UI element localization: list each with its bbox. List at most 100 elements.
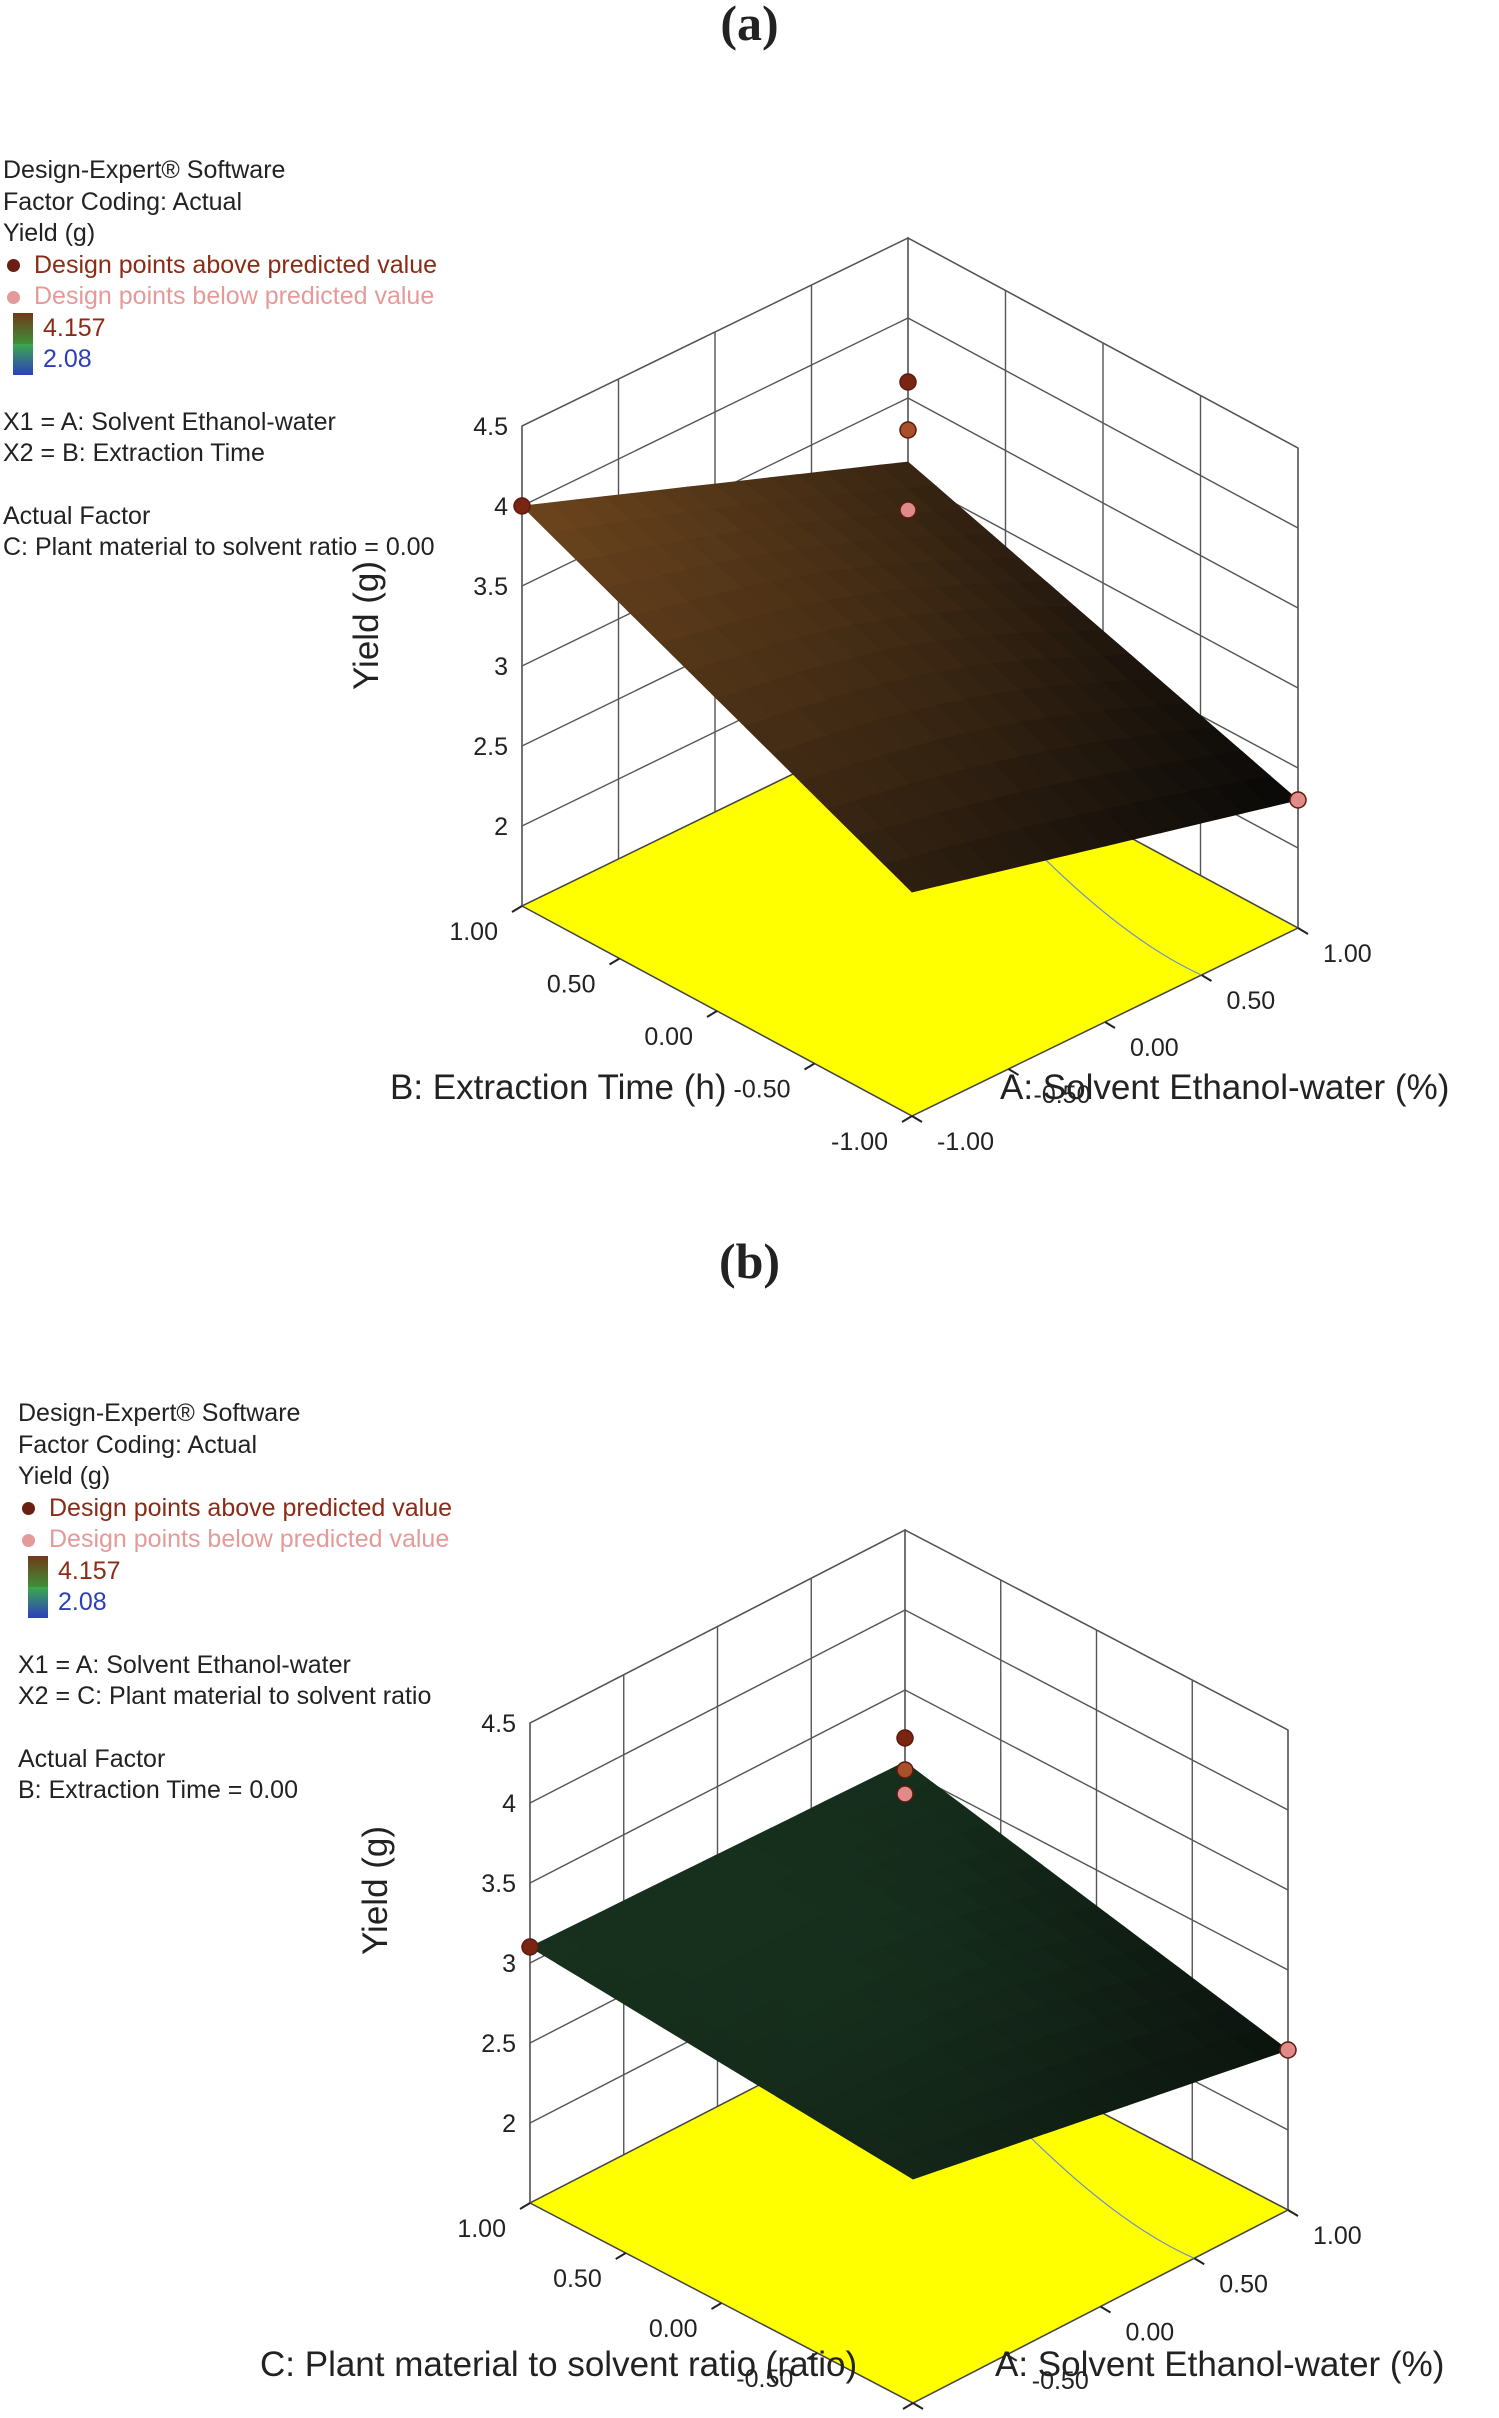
z-tick-label: 2.5	[473, 733, 508, 761]
y-tick-label: -0.50	[736, 2365, 793, 2393]
x-tick	[912, 2402, 924, 2410]
z-tick-label: 4	[494, 493, 508, 521]
x-axis-label: A: Solvent Ethanol-water (%)	[995, 2345, 1444, 2384]
x-tick	[1007, 1068, 1020, 1076]
x-tick-label: 0.00	[1126, 2319, 1175, 2347]
z-tick-label: 4	[502, 1790, 516, 1818]
y-axis-label: C: Plant material to solvent ratio (rati…	[260, 2345, 857, 2384]
z-tick-label: 2.5	[481, 2030, 516, 2058]
y-tick-label: 0.50	[553, 2265, 602, 2293]
y-tick-label: 1.00	[457, 2215, 506, 2243]
z-tick-label: 2	[494, 813, 508, 841]
y-tick-label: 0.00	[649, 2315, 698, 2343]
legend-x1: X1 = A: Solvent Ethanol-water	[3, 407, 336, 436]
surface-chart-a: 2 2.5 3 3.5 4 4.5 -1.00 -0.50 0.00 0.50 1.00 -1.00 -…	[347, 236, 1449, 1156]
z-tick-label: 3.5	[481, 1870, 516, 1898]
legend-b: Design-Expert® Software Factor Coding: A…	[18, 1398, 452, 1807]
design-point-above	[521, 1938, 539, 1956]
y-tick-label: 0.00	[644, 1023, 693, 1051]
y-tick	[710, 2302, 723, 2310]
legend-software: Design-Expert® Software	[3, 156, 286, 184]
color-scale-top-icon	[28, 1555, 48, 1587]
design-point-center	[896, 1761, 914, 1779]
above-point-icon	[7, 259, 20, 273]
z-tick-label: 3	[502, 1950, 516, 1978]
x-tick	[911, 1115, 923, 1123]
grid-line	[904, 1529, 1289, 1731]
z-tick-label: 2	[502, 2110, 516, 2138]
grid-line	[529, 1689, 906, 1884]
legend-actual-title: Actual Factor	[18, 1744, 166, 1773]
y-tick-label: -1.00	[831, 1128, 888, 1156]
y-tick	[608, 957, 621, 966]
design-point-above	[513, 497, 531, 515]
x-tick	[1200, 974, 1213, 982]
grid-line	[529, 1529, 906, 1724]
panel-label-b: (b)	[718, 1233, 781, 1289]
grid-line	[907, 477, 1299, 689]
design-point-below	[896, 1785, 914, 1803]
legend-x2: X2 = C: Plant material to solvent ratio	[18, 1682, 432, 1710]
y-tick-label: -0.50	[734, 1076, 791, 1104]
x-tick-label: 0.00	[1130, 1034, 1179, 1062]
x-tick	[1104, 1021, 1116, 1029]
legend-coding: Factor Coding: Actual	[18, 1430, 258, 1459]
z-axis-label: Yield (g)	[347, 561, 386, 690]
legend-actual-value: C: Plant material to solvent ratio = 0.0…	[3, 533, 435, 561]
response-surface	[529, 1761, 1289, 2180]
legend-below: Design points below predicted value	[49, 1525, 450, 1553]
x-tick-label: -1.00	[937, 1128, 994, 1156]
grid-lines	[521, 236, 1299, 930]
z-tick-label: 4.5	[481, 1710, 516, 1738]
x-tick	[1287, 2209, 1299, 2217]
grid-line	[521, 317, 909, 507]
above-point-icon	[22, 1502, 35, 1516]
legend-above: Design points above predicted value	[34, 250, 438, 279]
y-tick	[902, 2402, 914, 2410]
color-scale-bottom-icon	[28, 1587, 48, 1618]
y-tick	[806, 2352, 818, 2360]
y-tick	[706, 1010, 718, 1018]
below-point-icon	[22, 1533, 35, 1547]
x-tick	[1193, 2257, 1205, 2266]
legend-max: 4.157	[58, 1556, 121, 1585]
response-surface	[521, 461, 1299, 893]
grid-line	[907, 317, 1299, 529]
legend-x1: X1 = A: Solvent Ethanol-water	[18, 1650, 351, 1679]
grid-line	[907, 397, 1299, 609]
z-tick-label: 4.5	[473, 413, 508, 441]
design-point-below	[899, 501, 917, 519]
design-point-center	[899, 421, 917, 439]
grid-line	[904, 1609, 1289, 1811]
z-tick-label: 3.5	[473, 573, 508, 601]
x-tick-label: 1.00	[1323, 940, 1372, 968]
panel-label-a: (a)	[720, 0, 779, 51]
design-point-above	[899, 373, 917, 391]
x-axis-label: A: Solvent Ethanol-water (%)	[1000, 1068, 1449, 1107]
x-tick-label: -0.50	[1034, 1081, 1091, 1109]
legend-min: 2.08	[43, 345, 92, 373]
design-point-below	[1289, 791, 1307, 809]
grid-line	[904, 1769, 1289, 1971]
color-scale-bottom-icon	[13, 344, 33, 375]
x-tick-label: 0.50	[1219, 2270, 1268, 2298]
legend-response: Yield (g)	[18, 1462, 111, 1490]
grid-line	[907, 237, 1299, 449]
color-scale-top-icon	[13, 312, 33, 344]
y-tick	[615, 2252, 627, 2260]
x-tick	[1006, 2353, 1018, 2362]
z-tick-label: 3	[494, 653, 508, 681]
y-axis-label: B: Extraction Time (h)	[390, 1068, 726, 1107]
legend-actual-value: B: Extraction Time = 0.00	[18, 1776, 298, 1804]
legend-software: Design-Expert® Software	[18, 1399, 301, 1427]
y-tick	[519, 2202, 531, 2210]
legend-coding: Factor Coding: Actual	[3, 187, 243, 216]
y-tick	[901, 1115, 913, 1123]
x-tick-label: -0.50	[1032, 2367, 1089, 2395]
design-point-below	[1279, 2041, 1297, 2059]
y-tick-label: -1.00	[832, 2415, 889, 2418]
below-point-icon	[7, 290, 20, 304]
x-tick	[1297, 927, 1309, 935]
legend-actual-title: Actual Factor	[3, 501, 151, 530]
legend-above: Design points above predicted value	[49, 1493, 453, 1522]
